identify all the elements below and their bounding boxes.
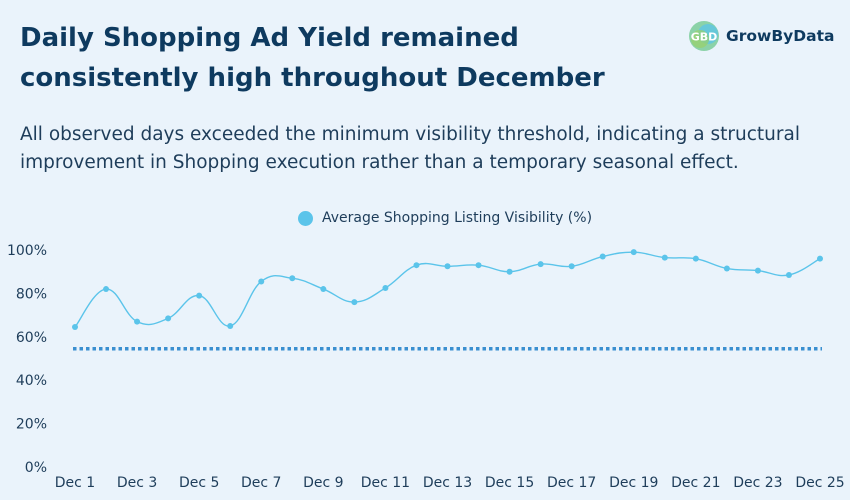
x-tick-label: Dec 5 [179,475,219,491]
data-point [754,267,761,274]
data-point [413,262,420,269]
data-point [320,286,327,293]
page-subtitle: All observed days exceeded the minimum v… [20,124,800,173]
data-point [723,265,730,272]
x-tick-label: Dec 3 [117,475,157,491]
x-tick-label: Dec 1 [55,475,95,491]
data-point [568,263,575,270]
y-tick-label: 40% [16,373,47,389]
legend-swatch [297,210,313,226]
x-tick-label: Dec 9 [303,475,343,491]
growbydata-logo-icon: GBD [689,21,719,51]
data-point [444,263,451,270]
x-tick-label: Dec 25 [795,475,844,491]
data-point [661,254,668,261]
data-point [506,268,513,275]
data-point [630,249,637,256]
logo-text: GrowByData [726,27,835,45]
x-tick-label: Dec 19 [609,475,658,491]
data-point [785,271,792,278]
x-axis: Dec 1 Dec 3 Dec 5 Dec 7 Dec 9 Dec 11 Dec 13 Dec… [55,475,845,491]
data-point [382,284,389,291]
legend-label: Average Shopping Listing Visibility (%) [321,210,593,226]
y-tick-label: 20% [16,417,47,433]
data-point [72,324,78,331]
page-title: Daily Shopping Ad Yield remained consist… [20,23,605,93]
series-points [72,249,823,331]
y-axis: 0% 20% 40% 60% 80% 100% [7,243,47,476]
chart-legend: Average Shopping Listing Visibility (%) [0,210,850,226]
data-point [165,315,172,322]
x-tick-label: Dec 15 [485,475,534,491]
x-tick-label: Dec 17 [547,475,596,491]
data-point [475,262,482,269]
y-tick-label: 100% [7,243,47,259]
data-point [196,292,203,299]
data-point [289,275,296,282]
data-point [134,318,141,325]
data-point [351,299,358,306]
x-tick-label: Dec 13 [423,475,472,491]
data-point [692,255,699,262]
data-point [599,253,606,260]
logo-mark-text: GBD [691,31,718,44]
y-tick-label: 60% [16,330,47,346]
x-tick-label: Dec 21 [671,475,720,491]
data-point [103,286,110,293]
data-point [227,322,234,329]
company-logo: GBD GrowByData [688,20,834,52]
data-point [817,255,823,262]
x-tick-label: Dec 7 [241,475,281,491]
x-tick-label: Dec 11 [361,475,410,491]
data-point [537,261,544,268]
data-point [258,278,265,285]
y-tick-label: 0% [25,460,47,476]
y-tick-label: 80% [16,286,47,302]
x-tick-label: Dec 23 [733,475,782,491]
